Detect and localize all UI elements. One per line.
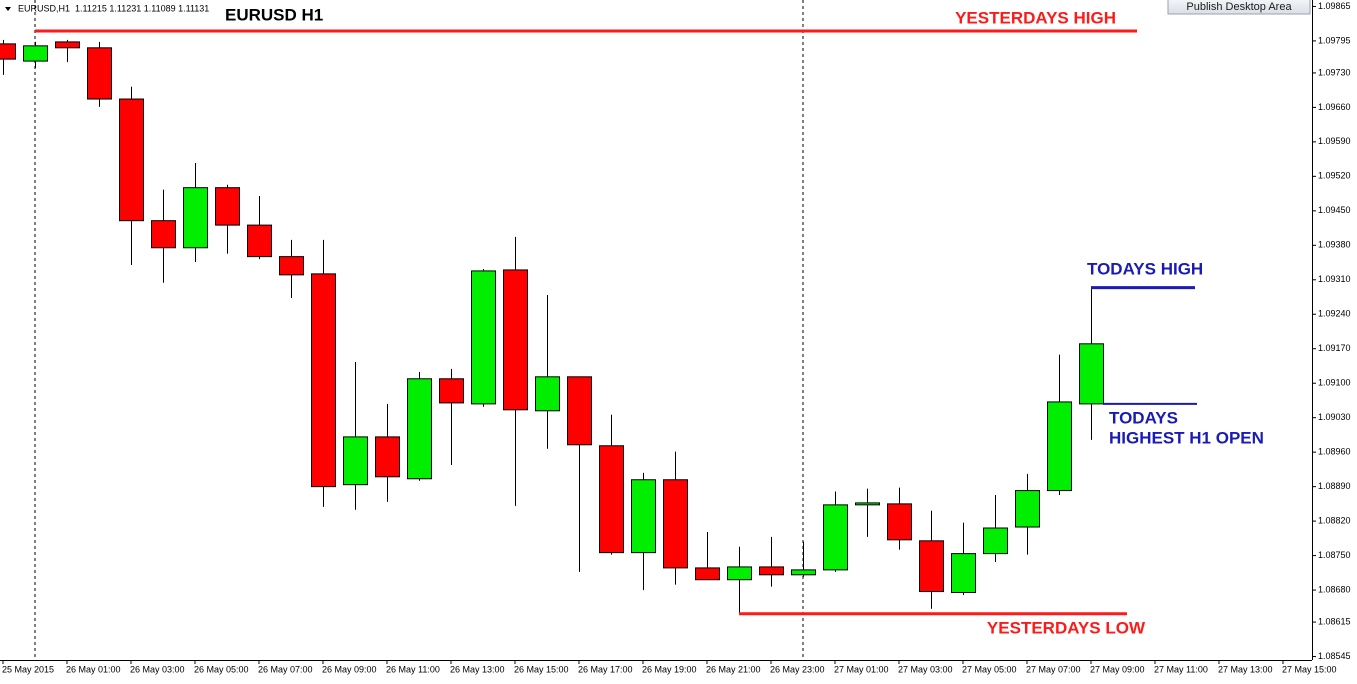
x-tick-label: 26 May 15:00 [514,664,569,674]
y-tick-label: 1.09660 [1318,102,1351,112]
candle-body [983,527,1008,555]
annotation-label: TODAYS HIGH [1087,259,1203,278]
x-tick-label: 27 May 09:00 [1090,664,1145,674]
y-tick-label: 1.09865 [1318,1,1351,11]
y-tick-label: 1.08890 [1318,481,1351,491]
x-tick-label: 27 May 07:00 [1026,664,1081,674]
candle-body [439,378,464,404]
x-tick-label: 27 May 01:00 [834,664,889,674]
x-tick-label: 26 May 07:00 [258,664,313,674]
y-tick-label: 1.08750 [1318,550,1351,560]
candle-body [631,479,656,554]
x-tick-label: 26 May 09:00 [322,664,377,674]
y-tick-label: 1.08545 [1318,651,1351,661]
candle-body [791,569,816,576]
x-tick-label: 25 May 2015 [2,664,54,674]
y-tick-label: 1.09520 [1318,171,1351,181]
chart-title: EURUSD H1 [225,5,323,24]
candle-body [663,479,688,569]
symbol-info: EURUSD,H1 1.11215 1.11231 1.11089 1.1113… [18,3,209,13]
x-tick-label: 26 May 03:00 [130,664,185,674]
x-tick-label: 26 May 11:00 [386,664,440,674]
candle-body [951,553,976,594]
candle-body [247,224,272,258]
y-tick-label: 1.09795 [1318,35,1351,45]
x-tick-label: 26 May 05:00 [194,664,249,674]
candle-body [23,45,48,62]
x-tick-label: 26 May 01:00 [66,664,121,674]
annotation-label: TODAYS [1109,408,1178,427]
annotation-label: YESTERDAYS LOW [987,618,1146,637]
candle-body [87,47,112,100]
y-tick-label: 1.09310 [1318,274,1351,284]
y-tick-label: 1.08960 [1318,447,1351,457]
candle-body [55,41,80,49]
candle-body [0,43,16,60]
y-tick-label: 1.09170 [1318,343,1351,353]
candle-body [119,98,144,222]
x-tick-label: 26 May 19:00 [642,664,697,674]
button-box[interactable] [1167,0,1311,15]
x-tick-label: 27 May 15:00 [1282,664,1337,674]
y-tick-label: 1.09030 [1318,412,1351,422]
candle-body [695,567,720,581]
y-tick-label: 1.09380 [1318,240,1351,250]
y-tick-label: 1.09100 [1318,378,1351,388]
x-tick-label: 26 May 23:00 [770,664,825,674]
y-tick-label: 1.09730 [1318,67,1351,77]
candle-body [183,187,208,249]
x-tick-label: 27 May 03:00 [898,664,953,674]
y-tick-label: 1.08615 [1318,616,1351,626]
x-tick-label: 27 May 05:00 [962,664,1017,674]
candle-body [567,376,592,446]
candle-body [759,566,784,576]
candle-body [279,256,304,276]
candle-body [1047,401,1072,492]
button-label[interactable]: Publish Desktop Area [1186,1,1292,13]
candle-body [215,187,240,226]
publish-button[interactable]: Publish Desktop Area [1167,0,1311,15]
y-tick-label: 1.09590 [1318,136,1351,146]
candle-body [1079,343,1104,405]
x-tick-label: 26 May 13:00 [450,664,505,674]
candle-body [503,269,528,411]
menu-arrow [5,7,11,11]
candle-body [311,273,336,488]
candle-body [887,503,912,541]
candle-body [855,502,880,506]
candle-body [471,270,496,405]
candle-body [375,436,400,478]
annotation-label: YESTERDAYS HIGH [955,8,1116,27]
candle-body [407,378,432,480]
candle-body [823,504,848,571]
x-tick-label: 26 May 21:00 [706,664,761,674]
candle-body [599,445,624,554]
candle-body [343,436,368,486]
y-tick-label: 1.08820 [1318,515,1351,525]
x-tick-label: 26 May 17:00 [578,664,633,674]
y-tick-label: 1.09240 [1318,309,1351,319]
x-tick-label: 27 May 13:00 [1218,664,1273,674]
candle-body [727,566,752,581]
candle-body [1015,490,1040,528]
candle-body [919,540,944,593]
x-tick-label: 27 May 11:00 [1154,664,1208,674]
y-tick-label: 1.08680 [1318,584,1351,594]
y-tick-label: 1.09450 [1318,205,1351,215]
candle-body [151,220,176,249]
candle-body [535,376,560,412]
annotation-label: HIGHEST H1 OPEN [1109,428,1264,447]
